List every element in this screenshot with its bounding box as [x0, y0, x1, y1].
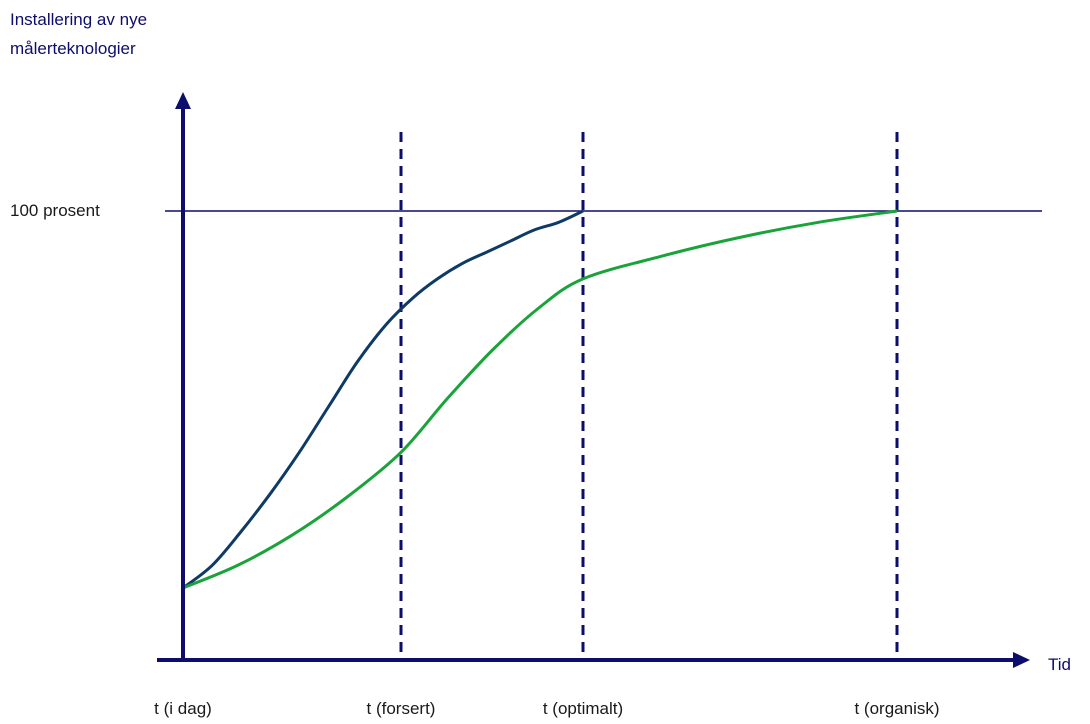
x-marker-label-layer: t (i dag) t (forsert) t (optimalt) t (organ…	[154, 699, 939, 718]
x-marker-label-3: t (optimalt)	[543, 699, 623, 718]
x-marker-label-4: t (organisk)	[854, 699, 939, 718]
series-line-1	[182, 209, 584, 590]
y-axis-arrowhead	[175, 92, 191, 109]
x-axis-label: Tid	[1048, 655, 1071, 674]
reference-line-label: 100 prosent	[10, 201, 100, 220]
x-marker-label-1: t (i dag)	[154, 699, 212, 718]
text-layer: Installering av nye målerteknologier 100…	[10, 10, 1071, 674]
series-line-2	[182, 209, 898, 590]
reference-layer	[165, 132, 1042, 660]
y-axis-label-line-2: målerteknologier	[10, 39, 136, 58]
x-axis-arrowhead	[1013, 652, 1030, 668]
y-axis-label-line-1: Installering av nye	[10, 10, 147, 29]
series-layer	[182, 209, 898, 590]
axis-layer	[157, 92, 1030, 668]
x-marker-label-2: t (forsert)	[367, 699, 436, 718]
